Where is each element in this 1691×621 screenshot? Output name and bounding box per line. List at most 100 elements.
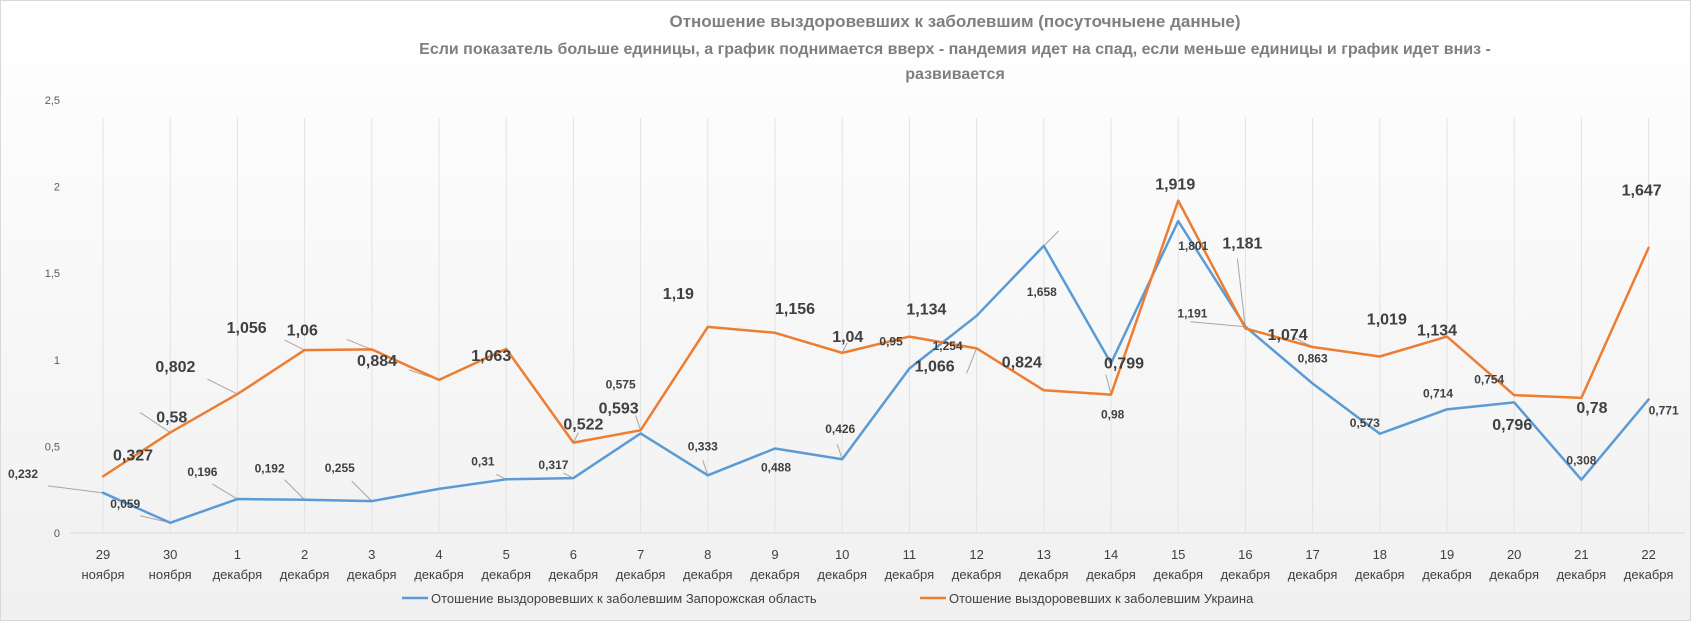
label-leader-line [284,339,305,351]
x-tick-label-day: 4 [435,547,442,562]
data-label-zaporozhye: 1,191 [1177,307,1207,321]
data-label-zaporozhye: 0,192 [255,462,285,476]
data-label-ukraine: 0,58 [156,410,187,427]
x-tick-label-month: декабря [952,567,1002,582]
x-tick-label-month: декабря [1221,567,1271,582]
data-label-zaporozhye: 0,863 [1298,352,1328,366]
x-tick-label-month: декабря [683,567,733,582]
x-tick-label-month: декабря [213,567,263,582]
x-tick-label-day: 29 [96,547,110,562]
x-tick-label-month: декабря [347,567,397,582]
x-tick-label-month: декабря [1086,567,1136,582]
legend-label-zaporozhye: Отошение выздоровевших к заболевшим Запо… [431,591,817,606]
x-tick-label-month: декабря [817,567,867,582]
x-tick-label-day: 18 [1373,547,1387,562]
x-tick-label-month: декабря [1019,567,1069,582]
data-label-ukraine: 0,799 [1104,356,1144,373]
series-line-ukraine [101,199,1650,478]
y-axis: 0 0,5 1 1,5 2 2,5 [45,95,60,540]
x-tick-label-day: 15 [1171,547,1185,562]
label-leader-line [966,348,978,374]
label-leader-line [702,460,709,476]
label-leader-line [1043,230,1060,247]
data-label-ukraine: 0,593 [599,400,639,417]
x-tick-label-month: декабря [750,567,800,582]
label-leader-line [207,378,238,395]
data-labels: 0,232 0,059 0,196 0,192 0,255 0,31 0,317 0,575 0… [8,177,1679,511]
x-tick-label-month: декабря [1288,567,1338,582]
x-tick-label-month: декабря [616,567,666,582]
data-label-ukraine: 1,134 [1417,323,1457,340]
x-tick-label-day: 14 [1104,547,1118,562]
data-label-ukraine: 1,066 [915,358,955,375]
x-tick-label-month: декабря [549,567,599,582]
x-tick-label-day: 16 [1238,547,1252,562]
x-tick-label-month: декабря [481,567,531,582]
data-label-ukraine: 1,134 [906,302,946,319]
label-leader-line [212,483,238,500]
label-leader-line [284,479,305,501]
data-label-ukraine: 0,522 [563,417,603,434]
x-tick-label-month: ноября [81,567,124,582]
x-tick-label-day: 20 [1507,547,1521,562]
y-tick-label: 2,5 [45,95,60,107]
data-label-zaporozhye: 0,95 [879,334,903,348]
data-label-zaporozhye: 0,575 [606,377,636,391]
data-label-zaporozhye: 0,573 [1350,416,1380,430]
x-tick-label-month: ноября [149,567,192,582]
legend: Отошение выздоровевших к заболевшим Запо… [402,591,1254,606]
data-label-ukraine: 0,884 [357,353,397,370]
grid-lines [70,118,1685,534]
x-tick-label-day: 30 [163,547,177,562]
y-tick-label: 2 [54,182,60,194]
x-tick-label-day: 1 [234,547,241,562]
x-tick-label-day: 17 [1305,547,1319,562]
data-label-ukraine: 1,19 [663,286,694,303]
data-label-ukraine: 1,056 [227,320,267,337]
data-label-zaporozhye: 0,333 [688,439,718,453]
data-label-zaporozhye: 0,98 [1101,407,1125,421]
data-label-zaporozhye: 0,754 [1474,372,1504,386]
label-leader-line [139,412,171,433]
y-tick-label: 1 [54,355,60,367]
x-tick-label-day: 5 [503,547,510,562]
label-leader-line [47,485,104,494]
data-label-zaporozhye: 0,059 [110,497,140,511]
data-label-zaporozhye: 1,658 [1027,285,1057,299]
x-tick-label-month: декабря [885,567,935,582]
x-axis: 29 ноября 30 ноября 1 декабря 2 декабря 3 декабря… [81,547,1673,582]
x-tick-label-day: 22 [1641,547,1655,562]
x-tick-label-day: 12 [969,547,983,562]
chart-title: Отношение выздоровевших к заболевшим (по… [669,12,1240,31]
x-tick-label-day: 13 [1037,547,1051,562]
label-leader-line [1105,374,1112,395]
data-label-ukraine: 0,796 [1492,417,1532,434]
x-tick-label-day: 8 [704,547,711,562]
x-tick-label-month: декабря [280,567,330,582]
x-tick-label-day: 9 [771,547,778,562]
data-label-ukraine: 1,647 [1622,183,1662,200]
label-leader-line [841,342,848,354]
x-tick-label-month: декабря [1557,567,1607,582]
x-tick-label-day: 6 [570,547,577,562]
data-label-ukraine: 1,06 [287,322,318,339]
data-label-zaporozhye: 0,317 [538,458,568,472]
x-tick-label-day: 7 [637,547,644,562]
data-label-ukraine: 1,019 [1367,312,1407,329]
label-leader-line [836,444,843,460]
data-label-zaporozhye: 1,254 [933,339,963,353]
data-label-ukraine: 1,04 [832,329,863,346]
data-label-zaporozhye: 0,196 [187,465,217,479]
data-label-ukraine: 1,156 [775,301,815,318]
x-tick-label-day: 3 [368,547,375,562]
x-tick-label-month: декабря [1153,567,1203,582]
data-label-zaporozhye: 1,801 [1178,239,1208,253]
x-tick-label-day: 10 [835,547,849,562]
x-tick-label-day: 11 [903,547,917,562]
x-tick-label-month: декабря [1489,567,1539,582]
data-label-zaporozhye: 0,31 [471,454,495,468]
data-label-zaporozhye: 0,232 [8,467,38,481]
